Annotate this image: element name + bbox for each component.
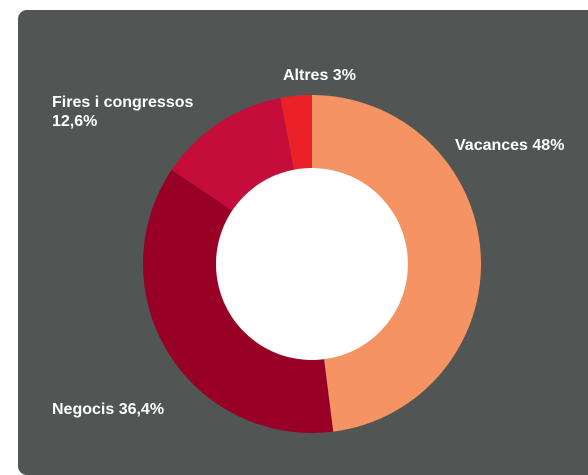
slice-altres [280, 95, 312, 170]
label-vacances: Vacances 48% [455, 137, 564, 154]
label-negocis: Negocis 36,4% [52, 401, 164, 418]
slice-fires-congressos [171, 97, 295, 211]
slice-negocis [142, 169, 334, 434]
label-fires-congressos: Fires i congressos 12,6% [52, 94, 193, 130]
donut-hole [216, 168, 408, 360]
label-altres: Altres 3% [283, 67, 356, 84]
slice-vacances [312, 94, 482, 432]
